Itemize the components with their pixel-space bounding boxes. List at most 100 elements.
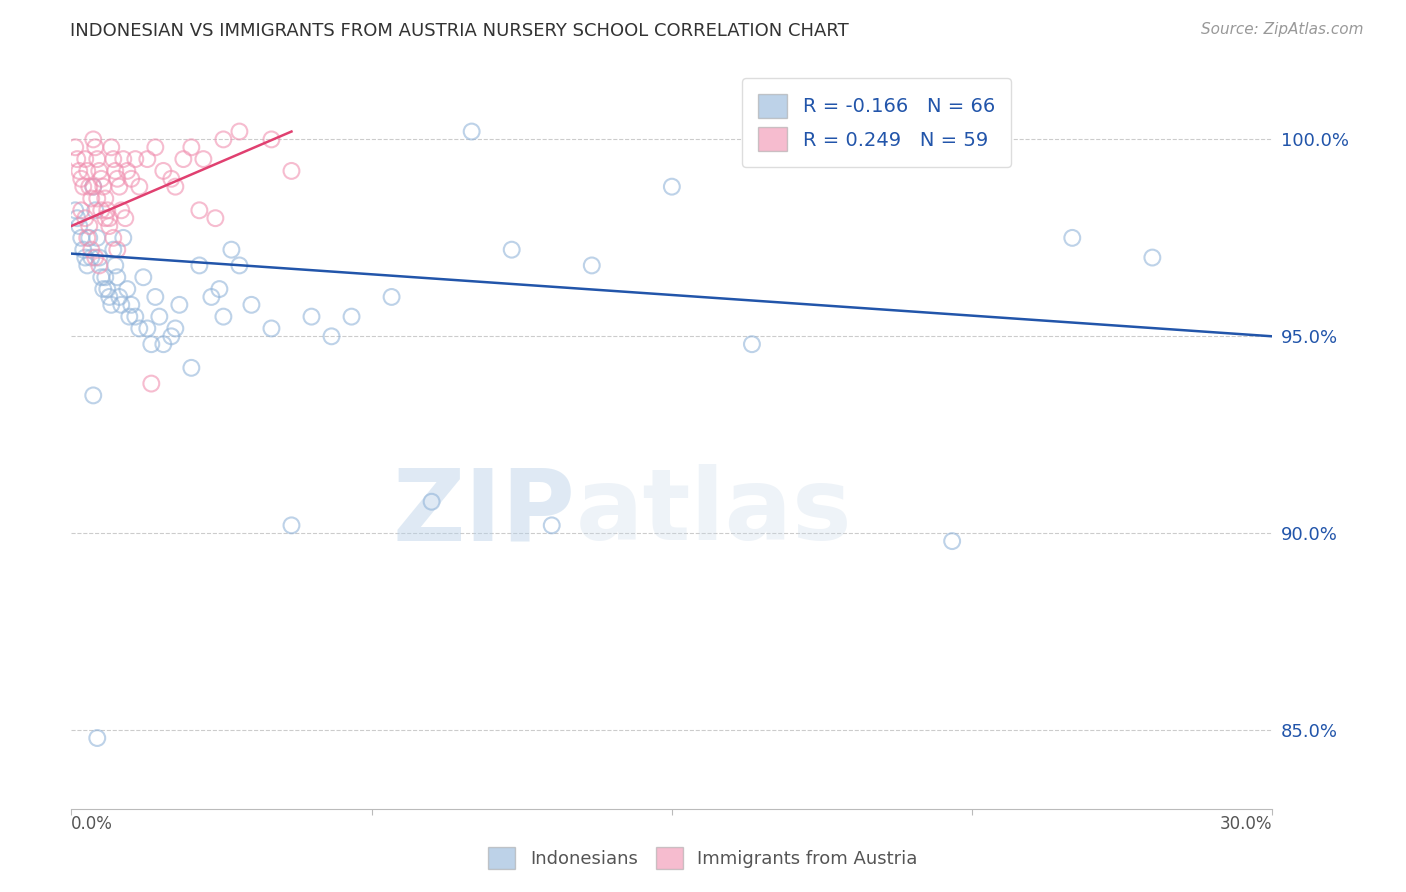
Point	[260, 132, 283, 146]
Point	[82, 179, 104, 194]
Point	[67, 164, 90, 178]
Point	[188, 203, 211, 218]
Point	[152, 164, 174, 178]
Point	[420, 494, 443, 508]
Point	[98, 211, 121, 226]
Point	[104, 259, 127, 273]
Point	[110, 203, 132, 218]
Point	[188, 259, 211, 273]
Point	[86, 731, 108, 745]
Point	[136, 152, 159, 166]
Point	[112, 231, 135, 245]
Point	[193, 152, 215, 166]
Point	[96, 282, 118, 296]
Point	[301, 310, 323, 324]
Point	[118, 310, 141, 324]
Point	[72, 243, 94, 257]
Point	[581, 259, 603, 273]
Point	[280, 164, 302, 178]
Point	[80, 243, 103, 257]
Point	[143, 140, 166, 154]
Point	[128, 179, 150, 194]
Point	[84, 203, 107, 218]
Point	[70, 171, 93, 186]
Point	[114, 211, 136, 226]
Point	[228, 259, 250, 273]
Text: ZIP: ZIP	[392, 464, 576, 561]
Point	[460, 124, 482, 138]
Point	[100, 298, 122, 312]
Point	[76, 231, 98, 245]
Point	[152, 337, 174, 351]
Point	[91, 179, 114, 194]
Point	[169, 298, 191, 312]
Point	[280, 518, 302, 533]
Point	[86, 152, 108, 166]
Point	[128, 321, 150, 335]
Point	[112, 152, 135, 166]
Point	[165, 321, 187, 335]
Point	[132, 270, 155, 285]
Point	[96, 203, 118, 218]
Point	[741, 337, 763, 351]
Point	[124, 152, 146, 166]
Text: Source: ZipAtlas.com: Source: ZipAtlas.com	[1201, 22, 1364, 37]
Point	[860, 140, 883, 154]
Point	[1142, 251, 1164, 265]
Point	[89, 164, 111, 178]
Point	[103, 243, 125, 257]
Text: atlas: atlas	[576, 464, 852, 561]
Point	[103, 152, 125, 166]
Point	[72, 179, 94, 194]
Point	[105, 243, 128, 257]
Point	[65, 203, 87, 218]
Point	[941, 534, 963, 549]
Point	[89, 259, 111, 273]
Point	[70, 203, 93, 218]
Text: 30.0%: 30.0%	[1220, 814, 1272, 833]
Point	[104, 164, 127, 178]
Point	[90, 203, 112, 218]
Text: 0.0%: 0.0%	[72, 814, 112, 833]
Point	[141, 376, 163, 391]
Point	[94, 192, 117, 206]
Point	[120, 171, 142, 186]
Point	[76, 164, 98, 178]
Point	[94, 270, 117, 285]
Point	[75, 211, 97, 226]
Point	[221, 243, 243, 257]
Point	[260, 321, 283, 335]
Point	[90, 270, 112, 285]
Point	[148, 310, 170, 324]
Point	[82, 179, 104, 194]
Point	[70, 231, 93, 245]
Point	[381, 290, 404, 304]
Text: INDONESIAN VS IMMIGRANTS FROM AUSTRIA NURSERY SCHOOL CORRELATION CHART: INDONESIAN VS IMMIGRANTS FROM AUSTRIA NU…	[70, 22, 849, 40]
Point	[105, 171, 128, 186]
Point	[98, 290, 121, 304]
Point	[75, 152, 97, 166]
Point	[94, 211, 117, 226]
Point	[89, 251, 111, 265]
Point	[110, 298, 132, 312]
Legend: R = -0.166   N = 66, R = 0.249   N = 59: R = -0.166 N = 66, R = 0.249 N = 59	[742, 78, 1011, 167]
Point	[98, 219, 121, 233]
Point	[204, 211, 226, 226]
Point	[86, 231, 108, 245]
Point	[165, 179, 187, 194]
Point	[80, 192, 103, 206]
Point	[108, 290, 131, 304]
Point	[66, 152, 89, 166]
Point	[66, 211, 89, 226]
Point	[77, 219, 100, 233]
Point	[77, 179, 100, 194]
Point	[75, 251, 97, 265]
Point	[228, 124, 250, 138]
Point	[661, 179, 683, 194]
Point	[180, 140, 202, 154]
Point	[212, 310, 235, 324]
Point	[82, 388, 104, 402]
Point	[124, 310, 146, 324]
Point	[240, 298, 263, 312]
Point	[117, 164, 139, 178]
